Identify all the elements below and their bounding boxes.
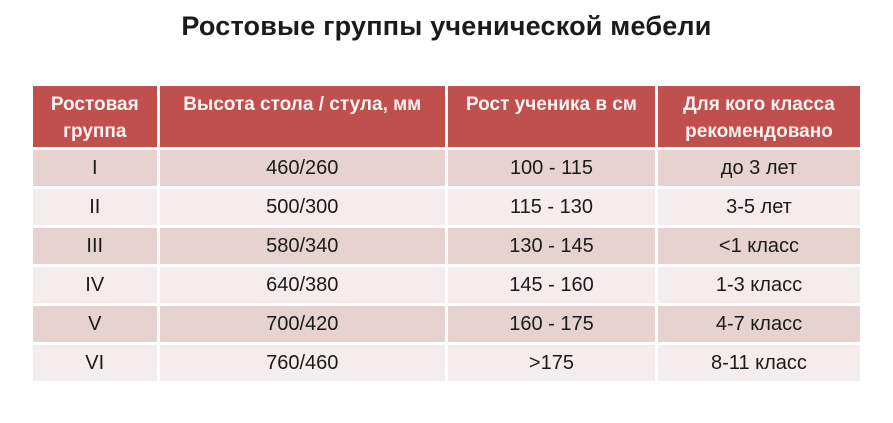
table-row: V 700/420 160 - 175 4-7 класс bbox=[33, 306, 860, 342]
cell-desk-chair-height: 640/380 bbox=[159, 267, 445, 303]
cell-group: I bbox=[33, 150, 157, 186]
cell-recommended-class: 4-7 класс bbox=[657, 306, 860, 342]
cell-recommended-class: 3-5 лет bbox=[657, 189, 860, 225]
growth-groups-table: Ростовая группа Высота стола / стула, мм… bbox=[30, 83, 863, 384]
table-row: VI 760/460 >175 8-11 класс bbox=[33, 345, 860, 381]
cell-group: V bbox=[33, 306, 157, 342]
cell-recommended-class: <1 класс bbox=[657, 228, 860, 264]
cell-recommended-class: 8-11 класс bbox=[657, 345, 860, 381]
cell-student-height: 100 - 115 bbox=[447, 150, 655, 186]
cell-desk-chair-height: 580/340 bbox=[159, 228, 445, 264]
header-cell-growth-group: Ростовая группа bbox=[33, 86, 157, 147]
growth-groups-table-container: Ростовая группа Высота стола / стула, мм… bbox=[30, 83, 863, 384]
cell-student-height: 160 - 175 bbox=[447, 306, 655, 342]
cell-group: VI bbox=[33, 345, 157, 381]
cell-student-height: >175 bbox=[447, 345, 655, 381]
slide-title: Ростовые группы ученической мебели bbox=[181, 11, 712, 41]
cell-student-height: 130 - 145 bbox=[447, 228, 655, 264]
cell-student-height: 145 - 160 bbox=[447, 267, 655, 303]
header-cell-recommended-class: Для кого класса рекомендовано bbox=[657, 86, 860, 147]
cell-desk-chair-height: 500/300 bbox=[159, 189, 445, 225]
cell-group: III bbox=[33, 228, 157, 264]
cell-group: IV bbox=[33, 267, 157, 303]
table-header-row: Ростовая группа Высота стола / стула, мм… bbox=[33, 86, 860, 147]
cell-desk-chair-height: 760/460 bbox=[159, 345, 445, 381]
header-cell-desk-chair-height: Высота стола / стула, мм bbox=[159, 86, 445, 147]
cell-student-height: 115 - 130 bbox=[447, 189, 655, 225]
table-row: III 580/340 130 - 145 <1 класс bbox=[33, 228, 860, 264]
cell-recommended-class: 1-3 класс bbox=[657, 267, 860, 303]
table-row: I 460/260 100 - 115 до 3 лет bbox=[33, 150, 860, 186]
table-row: IV 640/380 145 - 160 1-3 класс bbox=[33, 267, 860, 303]
table-row: II 500/300 115 - 130 3-5 лет bbox=[33, 189, 860, 225]
header-cell-student-height: Рост ученика в см bbox=[447, 86, 655, 147]
cell-group: II bbox=[33, 189, 157, 225]
cell-desk-chair-height: 460/260 bbox=[159, 150, 445, 186]
cell-recommended-class: до 3 лет bbox=[657, 150, 860, 186]
cell-desk-chair-height: 700/420 bbox=[159, 306, 445, 342]
